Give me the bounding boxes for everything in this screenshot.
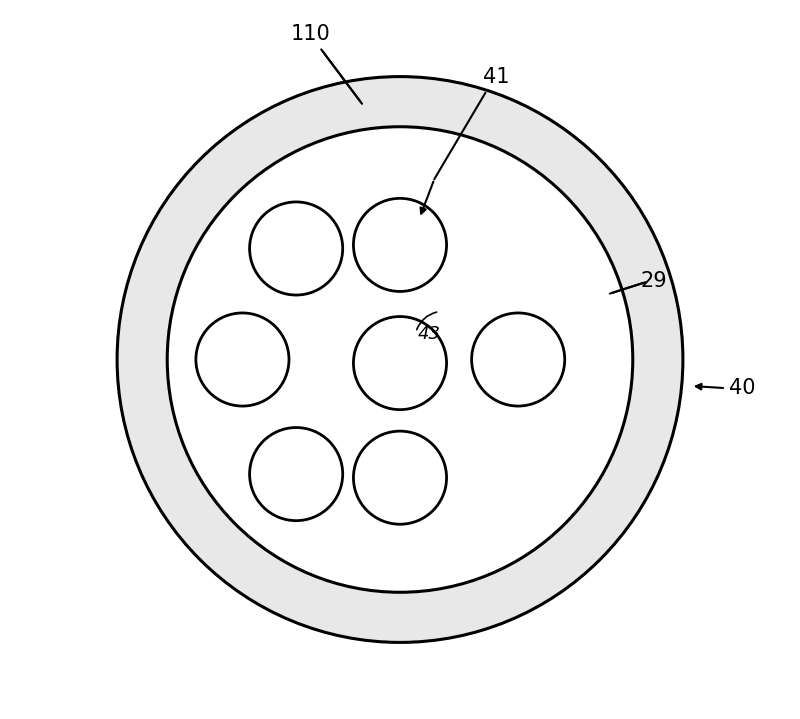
- Circle shape: [354, 316, 446, 410]
- Circle shape: [250, 428, 342, 521]
- Text: 40: 40: [730, 378, 756, 398]
- Circle shape: [117, 77, 683, 642]
- Circle shape: [196, 313, 289, 406]
- Circle shape: [354, 431, 446, 524]
- Circle shape: [250, 202, 342, 295]
- Circle shape: [167, 127, 633, 592]
- Text: 43: 43: [418, 326, 441, 344]
- Circle shape: [354, 198, 446, 291]
- Text: 110: 110: [290, 24, 330, 44]
- Circle shape: [472, 313, 565, 406]
- Text: 29: 29: [641, 271, 667, 290]
- Text: 41: 41: [483, 67, 510, 86]
